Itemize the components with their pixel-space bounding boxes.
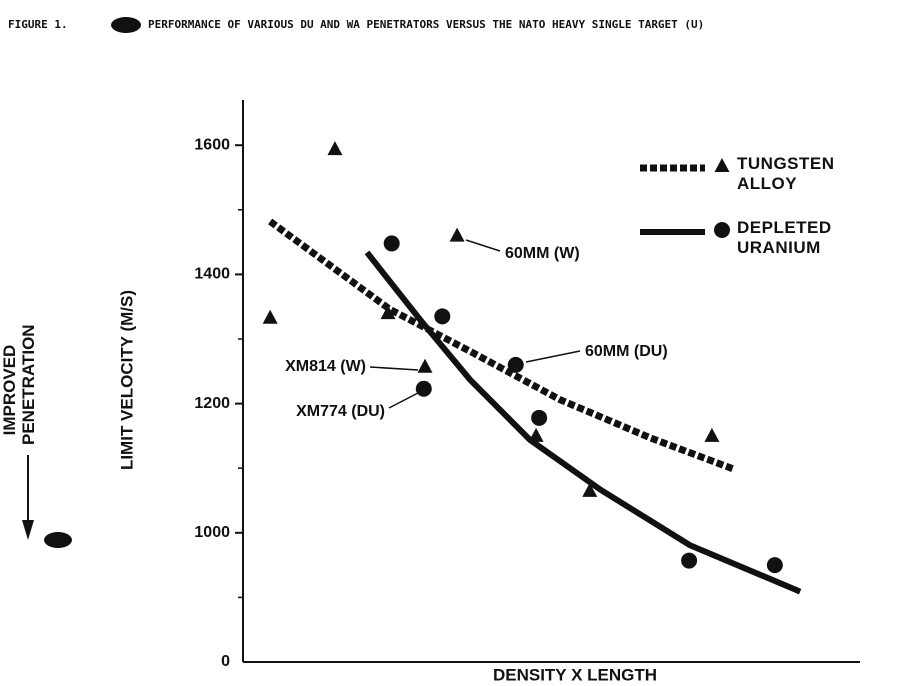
data-point [327, 141, 343, 156]
data-point [704, 427, 720, 442]
annotation-leader [369, 366, 419, 371]
axis-break-label: 0 [221, 653, 230, 670]
annotation-leader [525, 350, 581, 363]
fit-curve [268, 218, 736, 473]
data-point [449, 227, 465, 242]
annotation-leader [388, 392, 419, 409]
redaction-blot [111, 17, 141, 33]
legend-marker [714, 222, 730, 238]
data-point [415, 380, 432, 397]
data-point [766, 557, 783, 574]
y-tick-label: 1600 [194, 136, 230, 153]
annotation: XM774 (DU) [296, 403, 385, 420]
y-tick-label: 1400 [194, 266, 230, 283]
annotation: 60MM (W) [505, 245, 580, 262]
side-note: IMPROVED PENETRATION [0, 324, 38, 445]
arrow-head [22, 520, 34, 540]
legend-label: DEPLETED URANIUM [737, 218, 832, 257]
data-point [262, 309, 278, 324]
x-axis-label: DENSITY X LENGTH [493, 665, 657, 684]
data-point [582, 482, 598, 497]
legend-label: TUNGSTEN ALLOY [737, 154, 835, 193]
y-axis-label: LIMIT VELOCITY (M/S) [117, 290, 136, 470]
data-point [434, 308, 451, 325]
legend-marker [714, 158, 730, 172]
data-point [380, 305, 396, 320]
annotation: 60MM (DU) [585, 343, 668, 360]
annotation-leader [465, 239, 501, 252]
redaction-blot [44, 532, 72, 548]
chart-title: PERFORMANCE OF VARIOUS DU AND WA PENETRA… [148, 18, 704, 31]
y-tick-label: 1200 [194, 395, 230, 412]
data-point [417, 358, 433, 373]
data-point [531, 409, 548, 426]
fit-curve [364, 250, 802, 595]
data-point [507, 356, 524, 373]
data-point [681, 552, 698, 569]
y-tick-label: 1000 [194, 524, 230, 541]
annotation: XM814 (W) [285, 358, 366, 375]
data-point [383, 235, 400, 252]
figure-label: FIGURE 1. [8, 18, 68, 31]
